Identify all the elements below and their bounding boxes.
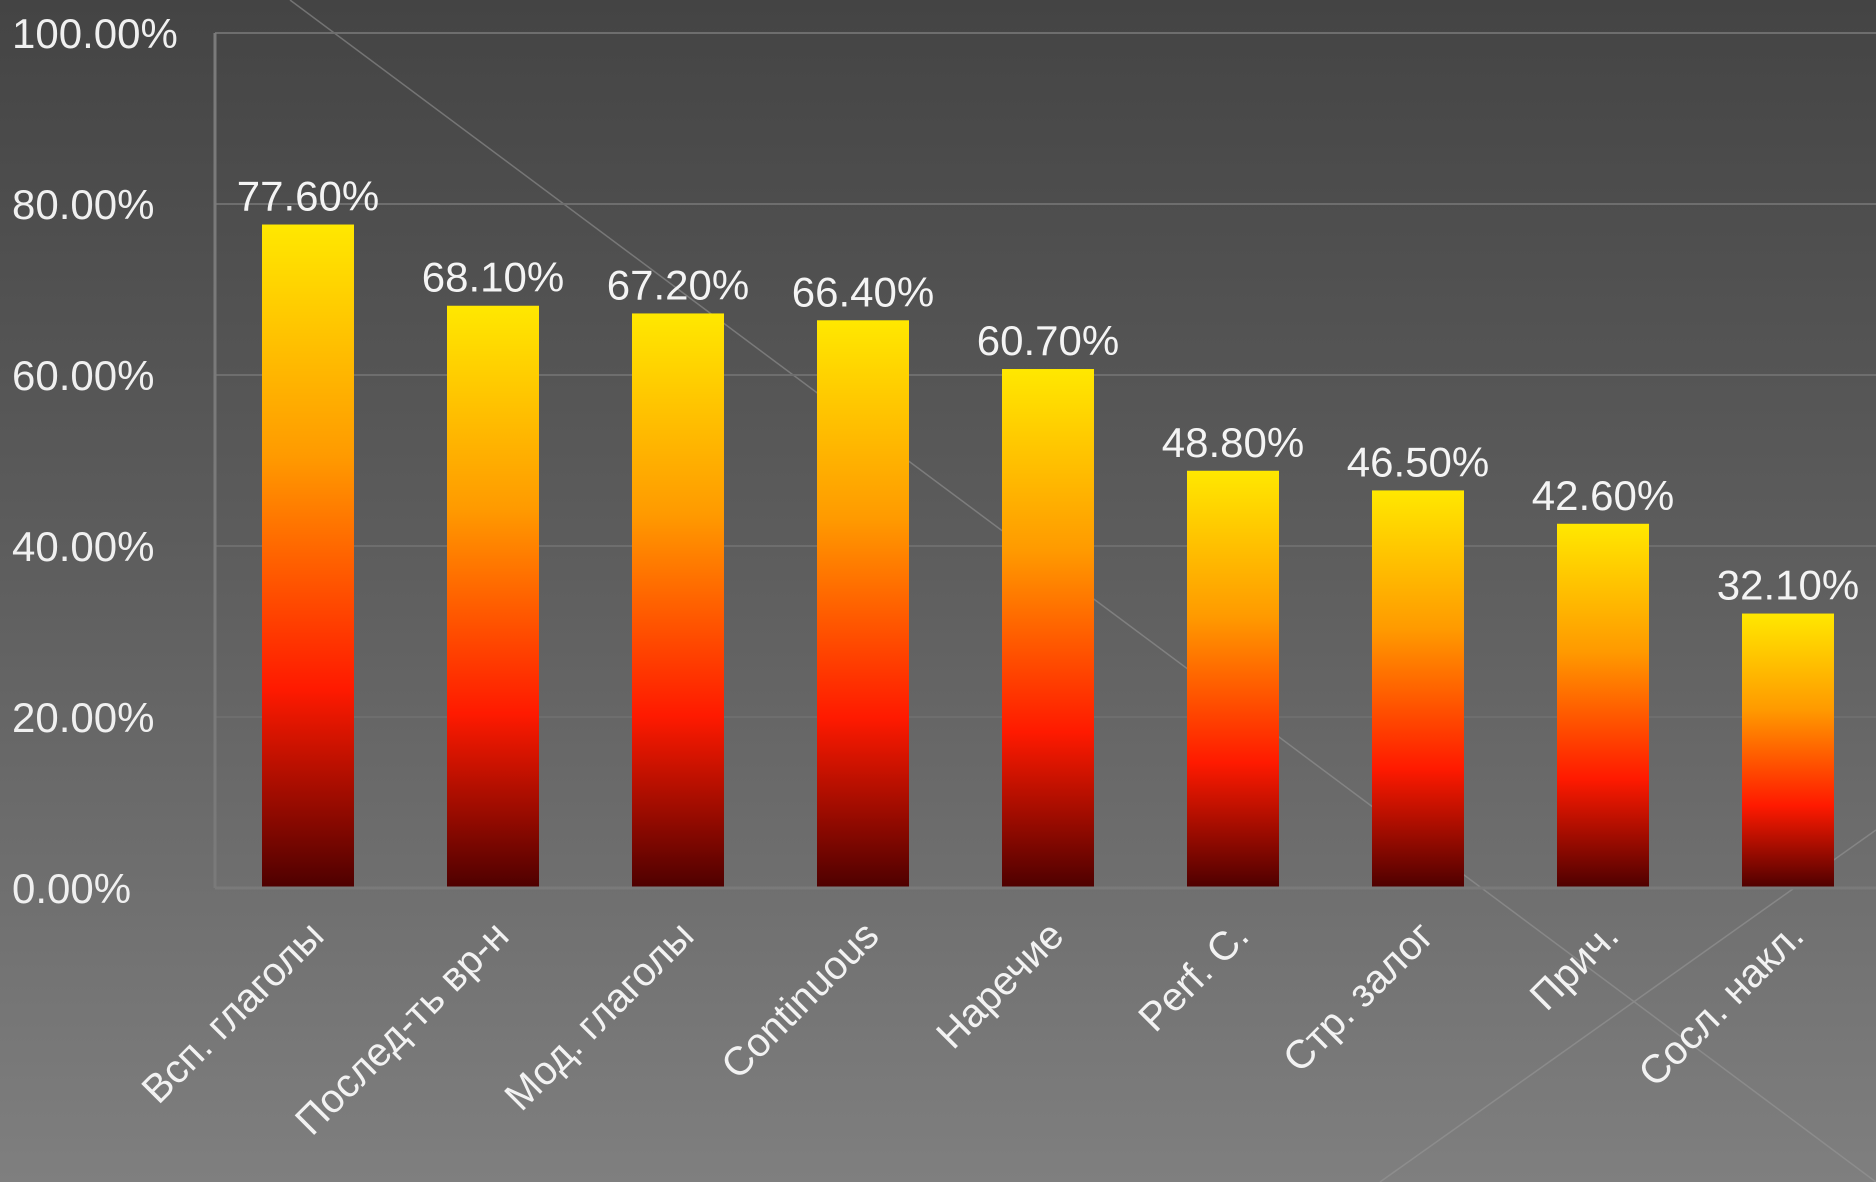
data-label: 32.10%	[1717, 562, 1859, 609]
x-tick-label: Мод. глаголы	[496, 913, 702, 1119]
bars	[262, 224, 1834, 888]
x-tick-label: Наречие	[928, 913, 1072, 1057]
bar	[1372, 490, 1464, 888]
x-tick-label: Perf. C.	[1130, 913, 1257, 1040]
bar	[1187, 470, 1279, 888]
y-tick-label: 60.00%	[12, 352, 154, 399]
data-label: 77.60%	[237, 173, 379, 220]
bar	[632, 313, 724, 888]
x-tick-label: Всп. глаголы	[134, 913, 333, 1112]
data-label: 42.60%	[1532, 472, 1674, 519]
data-label: 60.70%	[977, 317, 1119, 364]
bar	[817, 320, 909, 888]
x-tick-label: Стр. залог	[1275, 913, 1443, 1081]
y-tick-label: 80.00%	[12, 181, 154, 228]
data-label: 68.10%	[422, 254, 564, 301]
data-labels: 77.60% 68.10% 67.20% 66.40% 60.70% 48.80% 46.5…	[237, 173, 1859, 609]
y-tick-label: 40.00%	[12, 523, 154, 570]
bar	[1557, 523, 1649, 888]
bar	[1742, 613, 1834, 888]
y-tick-label: 100.00%	[12, 10, 178, 57]
y-tick-label: 20.00%	[12, 694, 154, 741]
x-tick-label: Continuous	[713, 913, 887, 1087]
data-label: 48.80%	[1162, 419, 1304, 466]
data-label: 67.20%	[607, 261, 749, 308]
data-label: 66.40%	[792, 268, 934, 315]
y-axis: 0.00% 20.00% 40.00% 60.00% 80.00% 100.00%	[12, 10, 217, 912]
bar	[262, 224, 354, 888]
bar	[1002, 369, 1094, 888]
bar	[447, 305, 539, 888]
data-label: 46.50%	[1347, 438, 1489, 485]
y-tick-label: 0.00%	[12, 865, 131, 912]
